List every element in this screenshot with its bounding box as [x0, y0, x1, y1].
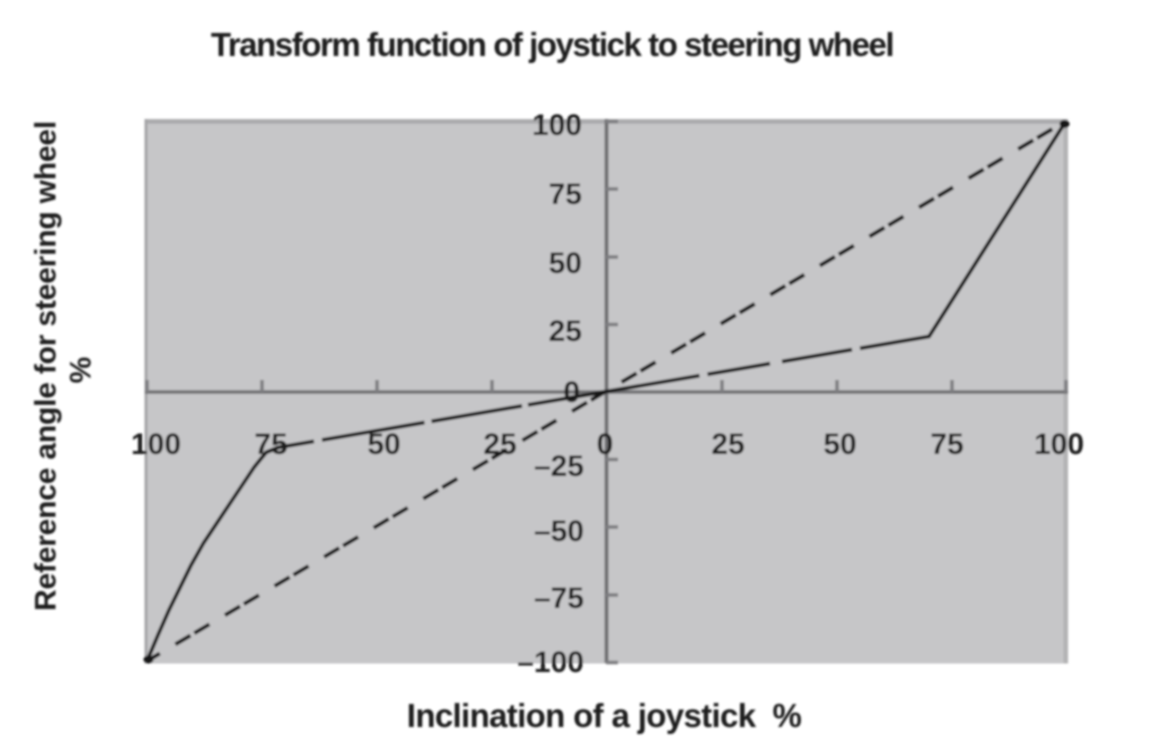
svg-text:100: 100	[131, 428, 181, 461]
svg-text:100: 100	[532, 109, 582, 142]
svg-text:–75: –75	[534, 582, 584, 615]
svg-text:–25: –25	[534, 450, 584, 483]
svg-text:50: 50	[549, 247, 582, 280]
svg-text:75: 75	[930, 428, 963, 461]
svg-text:75: 75	[549, 178, 582, 211]
svg-text:0: 0	[597, 428, 614, 461]
svg-text:75: 75	[254, 428, 287, 461]
svg-text:25: 25	[483, 428, 516, 461]
svg-text:Reference angle for steering w: Reference angle for steering wheel	[30, 121, 63, 611]
svg-text:%: %	[65, 357, 98, 384]
svg-text:25: 25	[549, 315, 582, 348]
svg-text:0: 0	[563, 376, 580, 409]
svg-text:25: 25	[711, 428, 744, 461]
svg-text:50: 50	[823, 428, 856, 461]
svg-text:–100: –100	[517, 646, 584, 679]
svg-text:Transform function of joystick: Transform function of joystick to steeri…	[211, 26, 893, 63]
svg-text:–50: –50	[534, 515, 584, 548]
svg-text:Inclination of a joystick %: Inclination of a joystick %	[407, 697, 802, 734]
svg-text:50: 50	[367, 428, 400, 461]
svg-text:100: 100	[1034, 428, 1084, 461]
